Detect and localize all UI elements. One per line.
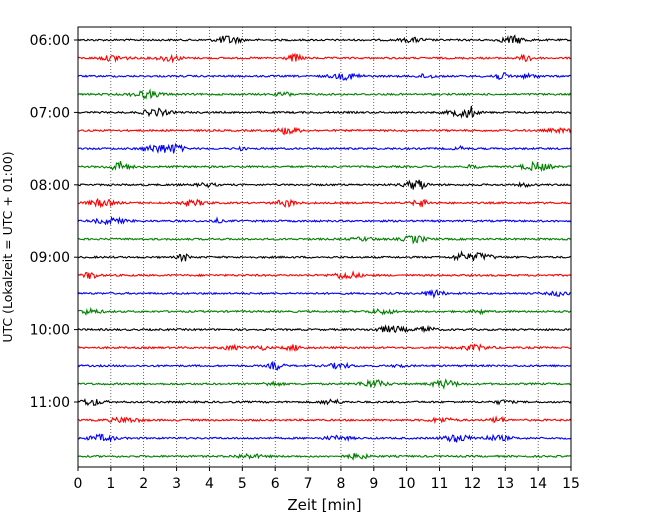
- y-axis-ticks: 06:00 07:00 08:00 09:00 10:00 11:00: [30, 33, 78, 411]
- x-tick-label: 15: [562, 476, 580, 492]
- seismogram-trace: [77, 360, 572, 371]
- x-tick-label: 13: [496, 476, 514, 492]
- seismogram-trace: [77, 126, 572, 136]
- seismogram-traces: [77, 34, 572, 461]
- x-tick-label: 7: [304, 476, 313, 492]
- seismogram-trace: [77, 235, 572, 245]
- seismogram-trace: [77, 433, 572, 443]
- seismogram-trace: [77, 343, 572, 352]
- x-tick-label: 11: [431, 476, 449, 492]
- plot-background: [78, 27, 571, 467]
- y-tick-label: 08:00: [30, 178, 70, 194]
- y-axis-title: UTC (Lokalzeit = UTC + 01:00): [0, 151, 15, 342]
- seismogram-trace: [77, 452, 572, 461]
- x-tick-label: 6: [271, 476, 280, 492]
- seismogram-trace: [77, 34, 572, 46]
- seismogram-trace: [77, 250, 572, 263]
- y-tick-label: 10:00: [30, 323, 70, 339]
- x-tick-label: 3: [172, 476, 181, 492]
- x-tick-label: 10: [398, 476, 416, 492]
- y-tick-label: 07:00: [30, 105, 70, 121]
- x-tick-label: 9: [369, 476, 378, 492]
- y-tick-label: 06:00: [30, 33, 70, 49]
- x-tick-label: 1: [106, 476, 115, 492]
- y-tick-label: 11:00: [30, 395, 70, 411]
- seismogram-trace: [77, 197, 572, 209]
- seismogram-trace: [77, 72, 572, 82]
- seismogram-trace: [77, 306, 572, 316]
- seismogram-trace: [77, 323, 572, 334]
- seismogram-trace: [77, 105, 572, 119]
- seismogram-trace: [77, 142, 572, 154]
- y-tick-label: 09:00: [30, 250, 70, 266]
- x-tick-label: 0: [74, 476, 83, 492]
- x-tick-label: 14: [529, 476, 547, 492]
- x-tick-label: 2: [139, 476, 148, 492]
- seismogram-trace: [77, 179, 572, 190]
- seismogram-trace: [77, 270, 572, 280]
- seismogram-trace: [77, 415, 572, 425]
- x-tick-label: 5: [238, 476, 247, 492]
- x-tick-label: 4: [205, 476, 214, 492]
- x-axis-title: Zeit [min]: [287, 496, 361, 514]
- plot-frame: [77, 26, 572, 468]
- vertical-grid: [110, 27, 539, 467]
- x-tick-label: 8: [336, 476, 345, 492]
- seismogram-trace: [77, 160, 572, 173]
- x-axis-ticks: 0 1 2 3 4 5 6 7 8 9 10 11 12 13 14 15: [74, 467, 580, 492]
- seismogram-trace: [77, 52, 572, 64]
- seismogram-trace: [77, 378, 572, 390]
- seismogram-trace: [77, 88, 572, 100]
- seismogram-trace: [77, 215, 572, 226]
- seismogram-trace: [77, 288, 572, 300]
- x-tick-label: 12: [463, 476, 481, 492]
- seismogram-trace: [77, 398, 572, 407]
